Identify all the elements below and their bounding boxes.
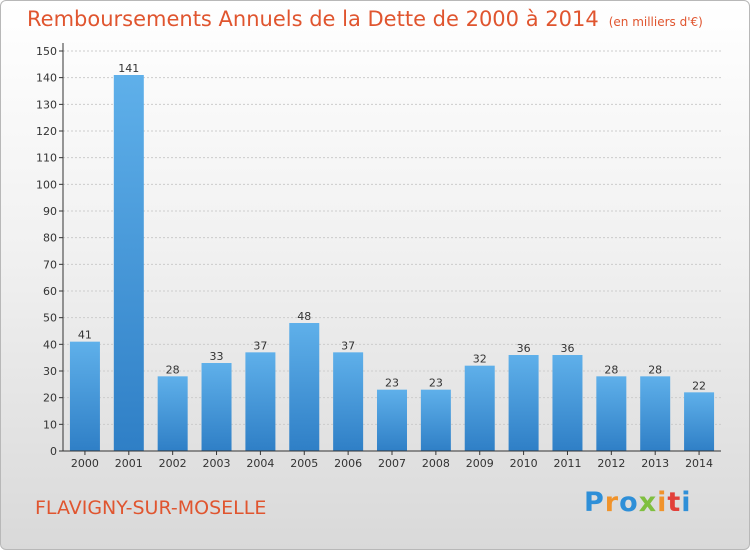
value-label: 141 (118, 62, 139, 75)
y-tick-label: 100 (36, 178, 57, 191)
x-tick-label: 2010 (510, 457, 538, 470)
y-tick-label: 0 (50, 445, 57, 458)
value-label: 32 (473, 353, 487, 366)
y-tick-label: 10 (43, 418, 57, 431)
bar-2002 (157, 376, 188, 451)
chart-title-text: Remboursements Annuels de la Dette de 20… (27, 7, 599, 31)
x-tick-label: 2011 (553, 457, 581, 470)
x-tick-label: 2009 (466, 457, 494, 470)
chart-title: Remboursements Annuels de la Dette de 20… (27, 7, 703, 31)
logo-letter: P (584, 487, 605, 518)
bar-2005 (289, 323, 320, 451)
x-tick-label: 2005 (290, 457, 318, 470)
bar-2000 (69, 341, 100, 451)
value-label: 33 (210, 350, 224, 363)
y-tick-label: 130 (36, 98, 57, 111)
bar-2007 (377, 389, 407, 451)
x-tick-label: 2000 (71, 457, 99, 470)
bar-2001 (113, 75, 144, 451)
y-tick-label: 20 (43, 392, 57, 405)
y-tick-label: 70 (43, 258, 57, 271)
bars: 41 141 28 33 37 48 37 23 23 32 36 36 28 28 22 (69, 62, 715, 451)
value-label: 37 (253, 339, 267, 352)
value-label: 28 (648, 363, 662, 376)
bar-2006 (333, 352, 364, 451)
value-label: 28 (604, 363, 618, 376)
value-label: 41 (78, 329, 92, 342)
bar-2009 (464, 365, 495, 451)
bar-2010 (508, 355, 539, 451)
y-tick-label: 110 (36, 152, 57, 165)
commune-name: FLAVIGNY-SUR-MOSELLE (35, 497, 267, 519)
x-tick-label: 2002 (159, 457, 187, 470)
logo-letter: t (667, 487, 682, 518)
axes: 0 10 20 30 40 50 60 70 80 90 100 110 120 130 140 150 200… (36, 43, 721, 470)
y-tick-label: 150 (36, 45, 57, 58)
x-tick-label: 2006 (334, 457, 362, 470)
logo-letter: x (638, 487, 658, 518)
logo-letter: i (681, 487, 692, 518)
value-label: 36 (560, 342, 574, 355)
proxiti-logo: Proxiti (584, 487, 692, 518)
bar-2014 (684, 392, 715, 451)
gridlines (63, 50, 721, 425)
x-tick-label: 2012 (597, 457, 625, 470)
x-tick-label: 2003 (203, 457, 231, 470)
value-label: 22 (692, 379, 706, 392)
bar-2003 (201, 363, 232, 451)
logo-letter: o (619, 487, 639, 518)
x-tick-label: 2013 (641, 457, 669, 470)
bar-2004 (245, 352, 276, 451)
value-label: 28 (166, 363, 180, 376)
value-label: 36 (517, 342, 531, 355)
y-tick-label: 40 (43, 338, 57, 351)
logo-letter: i (657, 487, 668, 518)
unit-note: (en milliers d'€) (608, 15, 703, 29)
y-tick-label: 120 (36, 125, 57, 138)
bar-2012 (596, 376, 627, 451)
y-tick-label: 90 (43, 205, 57, 218)
y-tick-label: 50 (43, 312, 57, 325)
bar-2011 (552, 355, 583, 451)
x-tick-label: 2001 (115, 457, 143, 470)
bar-2008 (420, 389, 451, 451)
y-tick-label: 30 (43, 365, 57, 378)
y-tick-label: 80 (43, 232, 57, 245)
value-label: 48 (297, 310, 311, 323)
value-label: 23 (385, 377, 399, 390)
x-tick-label: 2007 (378, 457, 406, 470)
x-tick-label: 2014 (685, 457, 713, 470)
x-tick-label: 2004 (246, 457, 274, 470)
value-label: 37 (341, 339, 355, 352)
bar-chart: 41 141 28 33 37 48 37 23 23 32 36 36 28 28 22 0 10 20 30 4… (36, 43, 721, 470)
x-tick-label: 2008 (422, 457, 450, 470)
bar-2013 (640, 376, 671, 451)
logo-letter: r (604, 487, 620, 518)
y-tick-label: 140 (36, 72, 57, 85)
y-tick-label: 60 (43, 285, 57, 298)
value-label: 23 (429, 377, 443, 390)
